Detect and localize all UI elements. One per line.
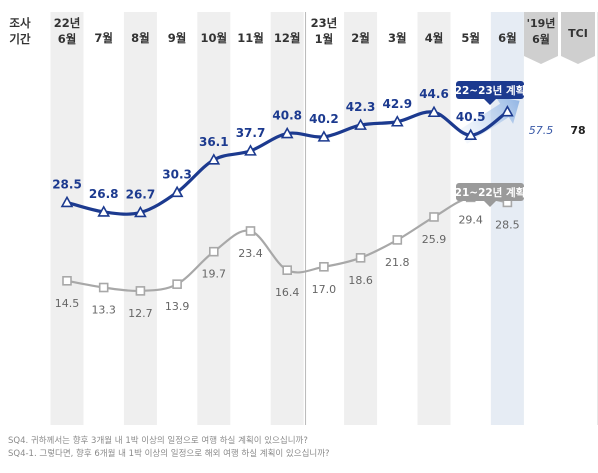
ref-2019-label-year: '19년 (527, 16, 556, 30)
ref-2019-tab (524, 12, 558, 64)
point-previous (98, 282, 109, 293)
data-label-previous: 28.5 (495, 218, 520, 231)
period-label-2: 기간 (9, 32, 31, 46)
data-label-previous: 29.4 (458, 213, 483, 226)
month-header: 3월 (388, 31, 407, 45)
data-label-previous: 18.6 (348, 274, 373, 287)
month-header: 5월 (461, 31, 480, 45)
data-label-previous: 13.9 (165, 300, 190, 313)
data-label-previous: 21.8 (385, 256, 410, 269)
data-label-current: 40.2 (309, 112, 339, 126)
month-header: 10월 (201, 31, 228, 45)
data-label-current: 30.3 (162, 167, 192, 181)
data-label-previous: 17.0 (312, 283, 337, 296)
month-header: 6월 (58, 32, 77, 46)
legend-current-label: 22~23년 계획 (455, 84, 526, 97)
legend-current-pointer (484, 99, 496, 105)
month-header: 4월 (425, 31, 444, 45)
point-current (60, 195, 74, 208)
column-band (344, 12, 378, 425)
point-previous (62, 275, 72, 286)
ref-tci-tab (561, 12, 595, 64)
point-previous (392, 235, 403, 245)
data-label-current: 42.3 (346, 100, 376, 114)
point-previous (429, 212, 439, 222)
period-label-1: 조사 (9, 16, 31, 30)
column-band (123, 12, 157, 425)
data-label-previous: 16.4 (275, 286, 300, 299)
trend-arrow (458, 96, 520, 144)
footnote-sq4-1: SQ4-1. 그렇다면, 향후 6개월 내 1박 이상의 일정으로 해외 여행 … (8, 449, 330, 459)
data-label-current: 40.5 (456, 110, 486, 124)
month-header: 8월 (131, 31, 150, 45)
point-previous (135, 286, 146, 296)
data-label-current: 28.5 (52, 177, 82, 191)
column-band (270, 12, 304, 425)
point-current (207, 153, 221, 165)
point-current (390, 115, 404, 127)
data-label-current: 40.8 (272, 109, 302, 123)
point-previous (319, 261, 329, 272)
point-current (501, 105, 514, 117)
legend-current (456, 81, 524, 99)
point-current (170, 185, 184, 198)
data-label-previous: 14.5 (55, 297, 80, 310)
point-current (280, 126, 294, 139)
point-previous (282, 265, 293, 275)
point-current (427, 105, 441, 118)
point-current (317, 130, 331, 142)
ref-2019-value: 57.5 (529, 124, 554, 137)
point-previous (172, 279, 182, 289)
month-header: 2월 (351, 31, 370, 45)
footnote-sq4: SQ4. 귀하께서는 향후 3개월 내 1박 이상의 일정으로 여행 하실 계획… (8, 436, 308, 446)
ref-2019-label-month: 6월 (532, 32, 550, 46)
legend-previous-pointer (484, 201, 496, 207)
legend-previous (456, 183, 524, 201)
point-current (464, 128, 478, 140)
data-label-previous: 19.7 (202, 268, 227, 281)
month-header: 7월 (94, 31, 113, 45)
data-label-previous: 25.9 (422, 233, 447, 246)
month-header: 12월 (274, 31, 301, 45)
data-label-current: 37.7 (236, 126, 266, 140)
current-month-band (490, 12, 524, 425)
point-previous (209, 246, 219, 257)
point-previous (355, 253, 366, 263)
point-previous (245, 226, 256, 236)
data-label-current: 26.7 (126, 187, 156, 201)
data-label-current: 44.6 (419, 87, 449, 101)
data-label-previous: 23.4 (238, 247, 263, 260)
month-header-year: 22년 (54, 16, 81, 30)
ref-tci-value: 78 (570, 124, 585, 137)
point-current (244, 144, 257, 156)
point-current (134, 205, 147, 218)
data-label-previous: 13.3 (91, 304, 116, 317)
legend-previous-label: 21~22년 계획 (455, 186, 526, 199)
data-label-current: 42.9 (382, 97, 412, 111)
month-header: 9월 (168, 31, 187, 45)
point-current (97, 205, 111, 217)
month-header-year: 23년 (311, 16, 338, 30)
point-current (354, 118, 367, 130)
month-header: 11월 (237, 31, 264, 45)
month-header: 1월 (315, 32, 334, 46)
column-band (197, 12, 231, 425)
month-header: 6월 (498, 31, 517, 45)
column-band (50, 12, 84, 425)
data-label-current: 36.1 (199, 135, 229, 149)
data-label-current: 26.8 (89, 187, 119, 201)
ref-tci-label: TCI (568, 27, 588, 40)
data-label-previous: 12.7 (128, 307, 153, 320)
